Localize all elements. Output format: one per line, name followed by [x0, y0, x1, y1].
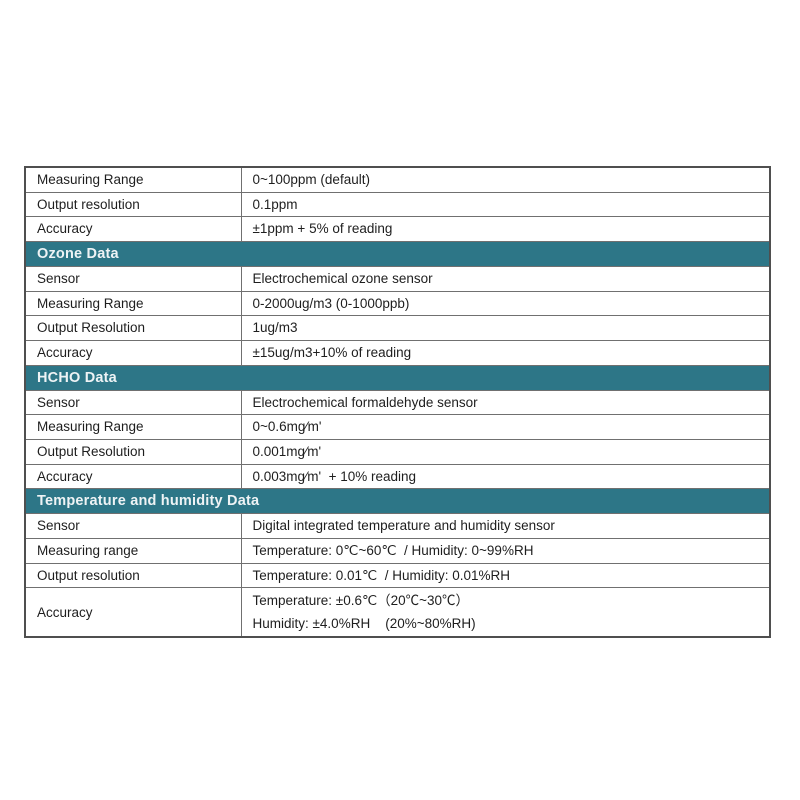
spec-label: Output Resolution [24, 315, 242, 341]
spec-label: Accuracy [24, 587, 242, 638]
spec-value-line: 1ug/m3 [252, 320, 298, 336]
spec-value-line: Electrochemical formaldehyde sensor [252, 394, 478, 410]
spec-row: Sensor Electrochemical formaldehyde senso… [24, 389, 771, 416]
spec-value: 0.003mg⁄m' + 10% reading [240, 463, 771, 490]
spec-value-line: Electrochemical ozone sensor [252, 270, 433, 286]
spec-label: Accuracy [24, 216, 242, 242]
spec-value: Electrochemical ozone sensor [240, 265, 771, 292]
spec-label: Measuring Range [24, 290, 242, 317]
section-header-row-ozone-data: Ozone Data [24, 240, 771, 267]
spec-value: 1ug/m3 [240, 315, 771, 341]
spec-value-line: Temperature: ±0.6℃（20℃~30℃） [252, 592, 470, 608]
spec-table: Measuring Range 0~100ppm (default) Output … [24, 166, 771, 639]
spec-value: ±15ug/m3+10% of reading [240, 339, 771, 366]
spec-value-line: Humidity: ±4.0%RH (20%~80%RH) [252, 616, 476, 632]
spec-row: Accuracy ±1ppm + 5% of reading [24, 216, 771, 242]
spec-value: Electrochemical formaldehyde sensor [240, 389, 771, 416]
section-header-row-hcho-data: HCHO Data [24, 364, 771, 391]
spec-row: Accuracy 0.003mg⁄m' + 10% reading [24, 463, 771, 490]
section-header-temperature-and-humidity-data: Temperature and humidity Data [24, 488, 771, 515]
spec-row: Measuring Range 0~100ppm (default) [24, 166, 771, 193]
spec-value: Temperature: 0℃~60℃ / Humidity: 0~99%RH [240, 538, 771, 564]
spec-label: Measuring range [24, 538, 242, 564]
spec-value-line: 0~0.6mg⁄m' [252, 419, 322, 435]
spec-value: Digital integrated temperature and humid… [240, 513, 771, 540]
spec-value: 0~0.6mg⁄m' [240, 414, 771, 440]
spec-row: Accuracy ±15ug/m3+10% of reading [24, 339, 771, 366]
spec-row: Output Resolution 1ug/m3 [24, 315, 771, 341]
spec-label: Sensor [24, 389, 242, 416]
spec-label: Output resolution [24, 191, 242, 218]
spec-value: 0.1ppm [240, 191, 771, 218]
spec-value-line: ±15ug/m3+10% of reading [252, 345, 412, 361]
spec-value-line: Temperature: 0.01℃ / Humidity: 0.01%RH [252, 567, 511, 583]
spec-label: Accuracy [24, 463, 242, 490]
spec-value-line: 0.003mg⁄m' + 10% reading [252, 468, 417, 484]
section-header-ozone-data: Ozone Data [24, 240, 771, 267]
spec-value-line: 0-2000ug/m3 (0-1000ppb) [252, 295, 410, 311]
spec-row: Output resolution 0.1ppm [24, 191, 771, 218]
spec-row: Output resolution Temperature: 0.01℃ / Hu… [24, 562, 771, 589]
spec-value-line: 0.1ppm [252, 196, 298, 212]
spec-row: Measuring Range 0~0.6mg⁄m' [24, 414, 771, 440]
spec-row: Sensor Digital integrated temperature and… [24, 513, 771, 540]
spec-value: Temperature: ±0.6℃（20℃~30℃） Humidity: ±4.… [240, 587, 771, 638]
spec-value-line: 0~100ppm (default) [252, 172, 370, 187]
spec-label: Measuring Range [24, 166, 242, 193]
spec-row: Measuring range Temperature: 0℃~60℃ / Hum… [24, 538, 771, 564]
spec-value: 0.001mg⁄m' [240, 439, 771, 465]
spec-label: Sensor [24, 265, 242, 292]
spec-value: Temperature: 0.01℃ / Humidity: 0.01%RH [240, 562, 771, 589]
spec-label: Accuracy [24, 339, 242, 366]
spec-row: Sensor Electrochemical ozone sensor [24, 265, 771, 292]
section-header-row-temperature-and-humidity-data: Temperature and humidity Data [24, 488, 771, 515]
spec-value-line: Digital integrated temperature and humid… [252, 518, 555, 534]
spec-label: Sensor [24, 513, 242, 540]
spec-row: Accuracy Temperature: ±0.6℃（20℃~30℃） Humid… [24, 587, 771, 638]
section-header-hcho-data: HCHO Data [24, 364, 771, 391]
spec-value: 0-2000ug/m3 (0-1000ppb) [240, 290, 771, 317]
spec-row: Output Resolution 0.001mg⁄m' [24, 439, 771, 465]
spec-row: Measuring Range 0-2000ug/m3 (0-1000ppb) [24, 290, 771, 317]
spec-value-line: ±1ppm + 5% of reading [252, 221, 393, 237]
spec-value-line: 0.001mg⁄m' [252, 444, 322, 460]
spec-label: Output Resolution [24, 439, 242, 465]
spec-value-line: Temperature: 0℃~60℃ / Humidity: 0~99%RH [252, 543, 534, 559]
spec-table-body: Measuring Range 0~100ppm (default) Output … [24, 166, 771, 638]
spec-value: ±1ppm + 5% of reading [240, 216, 771, 242]
spec-label: Output resolution [24, 562, 242, 589]
spec-value: 0~100ppm (default) [240, 166, 771, 193]
spec-label: Measuring Range [24, 414, 242, 440]
